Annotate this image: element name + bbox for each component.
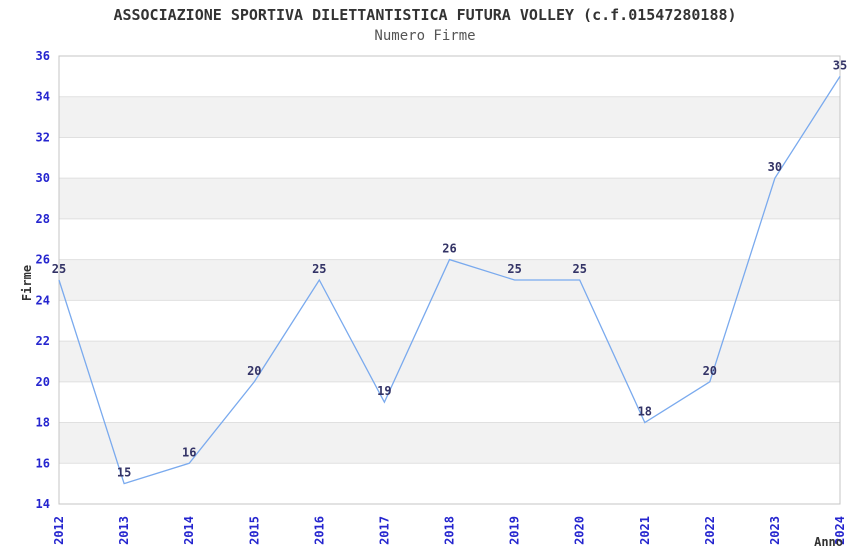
x-tick-label: 2015	[247, 516, 261, 545]
x-tick-label: 2016	[312, 516, 326, 545]
data-point-label: 26	[442, 242, 456, 256]
y-tick-label: 30	[36, 171, 50, 185]
data-point-label: 25	[572, 262, 586, 276]
y-axis-title: Firme	[20, 265, 34, 301]
data-point-label: 18	[638, 405, 652, 419]
x-tick-label: 2012	[52, 516, 66, 545]
plot-band	[59, 422, 840, 464]
chart-title: ASSOCIAZIONE SPORTIVA DILETTANTISTICA FU…	[113, 6, 737, 24]
y-tick-label: 16	[36, 456, 50, 470]
y-tick-label: 14	[36, 497, 50, 511]
x-tick-label: 2019	[508, 516, 522, 545]
y-tick-label: 26	[36, 253, 50, 267]
y-tick-label: 32	[36, 131, 50, 145]
data-point-label: 16	[182, 445, 196, 459]
y-tick-label: 28	[36, 212, 50, 226]
plot-band	[59, 259, 840, 301]
x-tick-label: 2020	[573, 516, 587, 545]
data-point-label: 25	[52, 262, 66, 276]
y-tick-label: 24	[36, 293, 50, 307]
y-tick-label: 22	[36, 334, 50, 348]
x-tick-label: 2021	[638, 516, 652, 545]
x-tick-label: 2018	[443, 516, 457, 545]
x-tick-label: 2022	[703, 516, 717, 545]
y-tick-label: 18	[36, 416, 50, 430]
y-tick-label: 34	[36, 90, 50, 104]
chart-line	[58, 76, 841, 485]
plot-band	[59, 96, 840, 138]
x-axis-title: Anno	[814, 535, 843, 549]
chart-subtitle: Numero Firme	[374, 28, 476, 44]
data-point-label: 19	[377, 384, 391, 398]
data-point-label: 25	[312, 262, 326, 276]
x-tick-label: 2014	[182, 516, 196, 545]
data-point-label: 20	[247, 364, 261, 378]
data-point-label: 15	[117, 466, 131, 480]
x-tick-label: 2017	[377, 516, 391, 545]
plot-band	[59, 341, 840, 382]
data-point-label: 20	[703, 364, 717, 378]
x-tick-label: 2024	[833, 516, 847, 545]
data-point-label: 30	[768, 160, 782, 174]
data-point-label: 35	[833, 58, 847, 72]
plot-band	[59, 178, 840, 219]
y-tick-label: 36	[36, 49, 50, 63]
x-tick-label: 2023	[768, 516, 782, 545]
data-point-label: 25	[507, 262, 521, 276]
x-tick-label: 2013	[117, 516, 131, 545]
y-tick-label: 20	[36, 375, 50, 389]
